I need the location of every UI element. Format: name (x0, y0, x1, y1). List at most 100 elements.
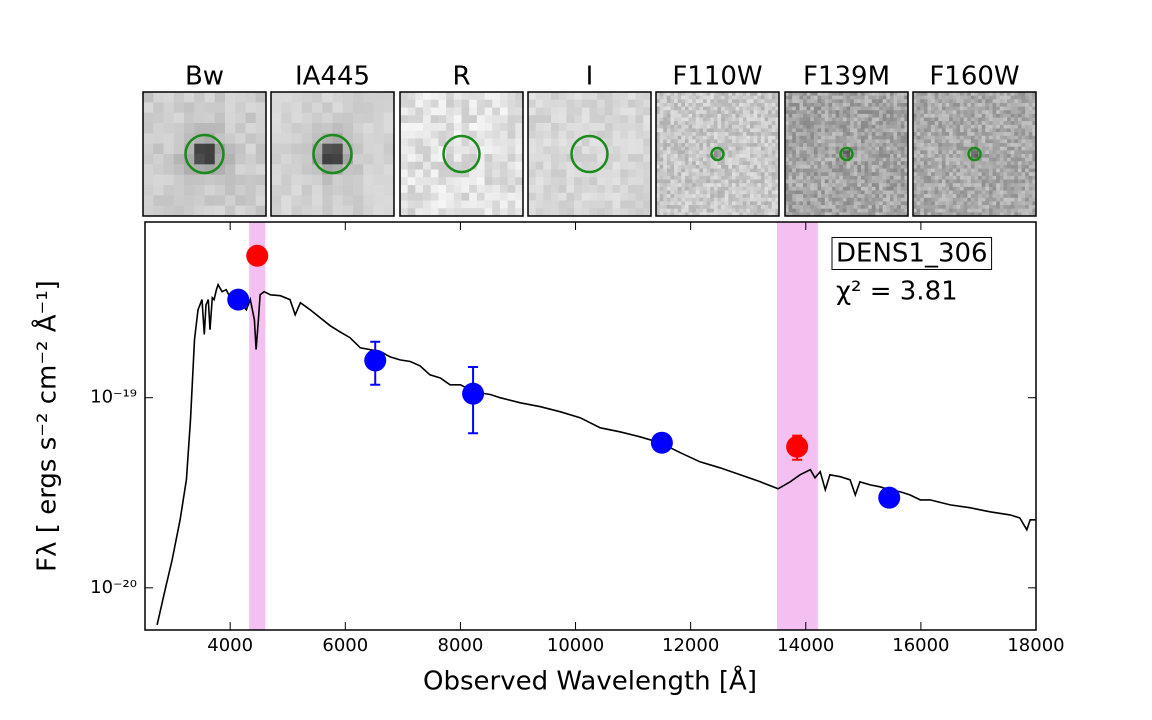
cutout-pixel (792, 208, 797, 213)
cutout-pixel (1025, 124, 1030, 129)
cutout-pixel (981, 179, 986, 184)
cutout-pixel (810, 102, 815, 108)
cutout-pixel (864, 183, 869, 188)
cutout-pixel (670, 121, 675, 126)
cutout-pixel (706, 95, 711, 100)
cutout-pixel (663, 128, 668, 133)
cutout-pixel (868, 212, 873, 217)
cutout-pixel (760, 110, 766, 115)
cutout-pixel (710, 102, 715, 108)
cutout-pixel (956, 124, 961, 129)
cutout-pixel (974, 179, 979, 184)
aperture-circle (442, 134, 481, 174)
cutout-pixel (627, 161, 637, 170)
cutout-pixel (764, 157, 769, 162)
cutout-pixel (886, 92, 891, 97)
cutout-pixel (981, 95, 986, 100)
cutout-pixel (735, 205, 740, 210)
cutout-pixel (677, 161, 682, 166)
cutout-pixel (988, 164, 994, 170)
cutout-pixel (713, 150, 718, 155)
cutout-pixel (353, 133, 364, 145)
cutout-pixel (735, 117, 740, 122)
cutout-pixel (850, 197, 855, 202)
cutout-pixel (739, 106, 744, 111)
cutout-pixel (566, 200, 575, 209)
cutout-pixel (589, 161, 598, 170)
cutout-pixel (681, 99, 686, 104)
cutout-pixel (739, 175, 744, 181)
cutout-pixel (882, 102, 887, 108)
cutout-pixel (846, 194, 851, 199)
cutout-pixel (1007, 194, 1012, 199)
cutout-pixel (1028, 143, 1033, 148)
cutout-pixel (920, 164, 925, 170)
cutout-pixel (739, 110, 744, 115)
cutout-pixel (535, 130, 544, 139)
cutout-pixel (1014, 201, 1019, 206)
cutout-pixel (757, 150, 762, 155)
cutout-pixel (941, 124, 947, 129)
cutout-pixel (659, 99, 664, 104)
cutout-pixel (543, 130, 552, 139)
cutout-pixel (916, 212, 921, 217)
cutout-pixel (753, 208, 758, 213)
cutout-pixel (492, 192, 501, 201)
cutout-pixel (558, 92, 567, 101)
cutout-pixel (810, 106, 815, 111)
cutout-pixel (934, 212, 939, 217)
cutout-pixel (934, 92, 939, 97)
cutout-pixel (312, 133, 323, 145)
cutout-pixel (670, 157, 675, 162)
cutout-pixel (430, 115, 439, 124)
cutout-pixel (739, 139, 744, 144)
cutout-pixel (507, 107, 516, 116)
cutout-pixel (235, 195, 246, 207)
cutout-pixel (992, 161, 997, 166)
cutout-pixel (882, 168, 887, 173)
cutout-pixel (666, 197, 671, 202)
cutout-pixel (768, 113, 773, 119)
cutout-pixel (1025, 172, 1030, 177)
cutout-pixel (674, 121, 679, 126)
cutout-pixel (934, 197, 939, 202)
cutout-pixel (900, 139, 905, 144)
cutout-pixel (674, 117, 679, 122)
cutout-pixel (857, 121, 862, 126)
cutout-pixel (753, 128, 758, 133)
cutout-pixel (949, 117, 954, 122)
cutout-pixel (681, 113, 686, 119)
cutout-pixel (757, 183, 762, 188)
cutout-pixel (674, 190, 679, 195)
cutout-pixel (871, 124, 876, 129)
cutout-pixel (963, 121, 968, 126)
cutout-pixel (684, 132, 690, 137)
cutout-pixel (663, 135, 668, 140)
cutout-pixel (383, 133, 395, 145)
cutout-pixel (938, 106, 943, 111)
cutout-pixel (788, 132, 793, 137)
cutout-pixel (627, 185, 637, 194)
cutout-pixel (875, 179, 880, 184)
cutout-pixel (528, 146, 537, 155)
cutout-pixel (659, 197, 664, 202)
cutout-pixel (934, 110, 939, 115)
cutout-pixel (988, 179, 994, 184)
cutout-pixel (792, 99, 797, 104)
cutout-pixel (281, 205, 292, 217)
cutout-pixel (916, 139, 921, 144)
cutout-pixel (889, 143, 895, 148)
cutout-pixel (920, 183, 925, 188)
cutout-pixel (706, 201, 711, 206)
cutout-pixel (792, 157, 797, 162)
cutout-pixel (978, 113, 983, 119)
cutout-pixel (656, 194, 661, 199)
cutout-pixel (1017, 161, 1023, 166)
cutout-pixel (945, 164, 950, 170)
cutout-pixel (785, 172, 790, 177)
cutout-pixel (1010, 194, 1015, 199)
cutout-pixel (882, 124, 887, 129)
cutout-pixel (1007, 175, 1012, 181)
x-tick-label: 14000 (777, 635, 834, 656)
cutout-pixel (742, 175, 747, 181)
